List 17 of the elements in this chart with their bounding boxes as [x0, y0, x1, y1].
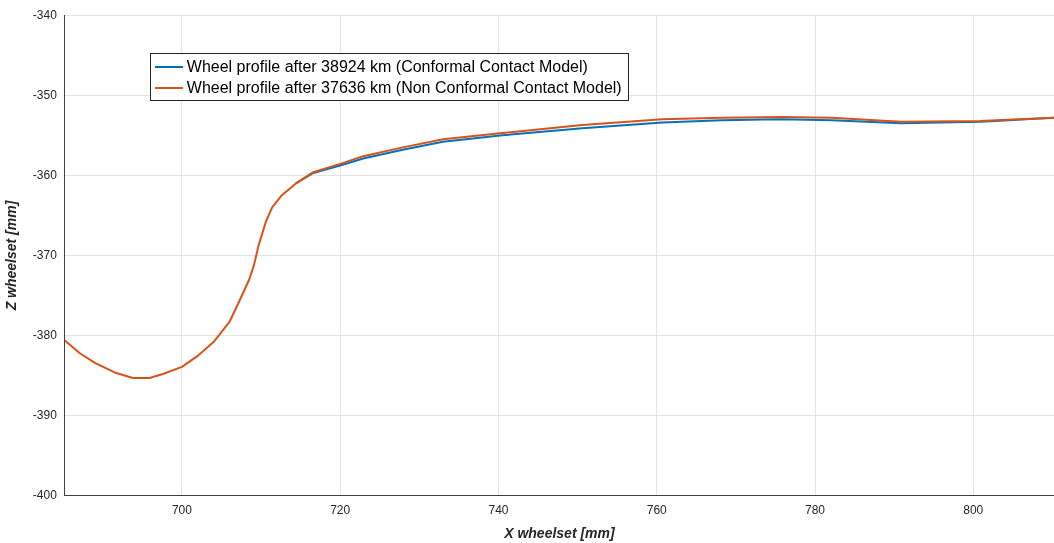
y-tick-label: -380	[32, 327, 58, 342]
y-tick-label: -350	[32, 87, 58, 102]
x-tick-label: 780	[805, 503, 826, 518]
x-tick-label: 720	[330, 503, 351, 518]
y-tick-label: -360	[32, 167, 58, 182]
legend-label: Wheel profile after 37636 km (Non Conformal Contact Model)	[186, 78, 622, 99]
x-tick-label: 800	[963, 503, 984, 518]
x-axis-title: X wheelset [mm]	[503, 525, 616, 542]
x-tick-label: 760	[646, 503, 668, 518]
x-tick-label: 700	[171, 503, 193, 518]
y-tick-label: -340	[32, 7, 58, 22]
x-tick-label: 740	[488, 503, 509, 518]
y-axis-title: Z wheelset [mm]	[3, 199, 20, 312]
legend-label: Wheel profile after 38924 km (Conformal Contact Model)	[186, 57, 588, 78]
y-tick-label: -400	[32, 488, 58, 503]
y-tick-label: -390	[32, 408, 58, 423]
y-tick-label: -370	[32, 247, 58, 262]
